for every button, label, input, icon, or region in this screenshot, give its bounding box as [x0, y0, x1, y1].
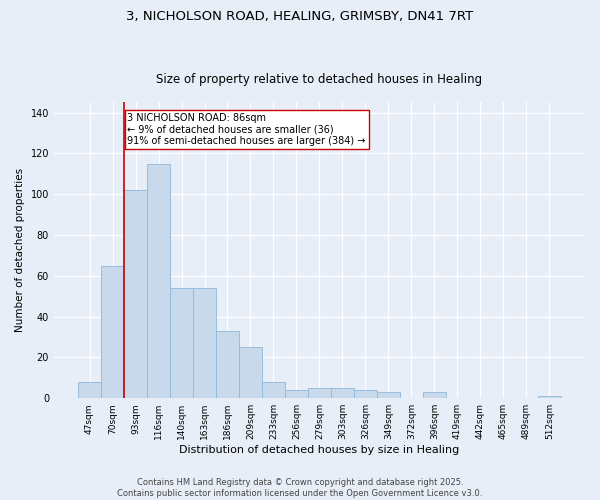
Bar — [124, 190, 147, 398]
Bar — [423, 392, 446, 398]
Text: 3 NICHOLSON ROAD: 86sqm
← 9% of detached houses are smaller (36)
91% of semi-det: 3 NICHOLSON ROAD: 86sqm ← 9% of detached… — [127, 112, 366, 146]
Title: Size of property relative to detached houses in Healing: Size of property relative to detached ho… — [157, 73, 482, 86]
Text: 3, NICHOLSON ROAD, HEALING, GRIMSBY, DN41 7RT: 3, NICHOLSON ROAD, HEALING, GRIMSBY, DN4… — [127, 10, 473, 23]
Y-axis label: Number of detached properties: Number of detached properties — [15, 168, 25, 332]
Bar — [285, 390, 308, 398]
Text: Contains HM Land Registry data © Crown copyright and database right 2025.
Contai: Contains HM Land Registry data © Crown c… — [118, 478, 482, 498]
Bar — [331, 388, 354, 398]
Bar — [377, 392, 400, 398]
Bar — [262, 382, 285, 398]
X-axis label: Distribution of detached houses by size in Healing: Distribution of detached houses by size … — [179, 445, 460, 455]
Bar — [308, 388, 331, 398]
Bar — [216, 331, 239, 398]
Bar — [538, 396, 561, 398]
Bar — [101, 266, 124, 398]
Bar — [78, 382, 101, 398]
Bar — [193, 288, 216, 398]
Bar — [147, 164, 170, 398]
Bar — [354, 390, 377, 398]
Bar — [239, 347, 262, 398]
Bar — [170, 288, 193, 398]
